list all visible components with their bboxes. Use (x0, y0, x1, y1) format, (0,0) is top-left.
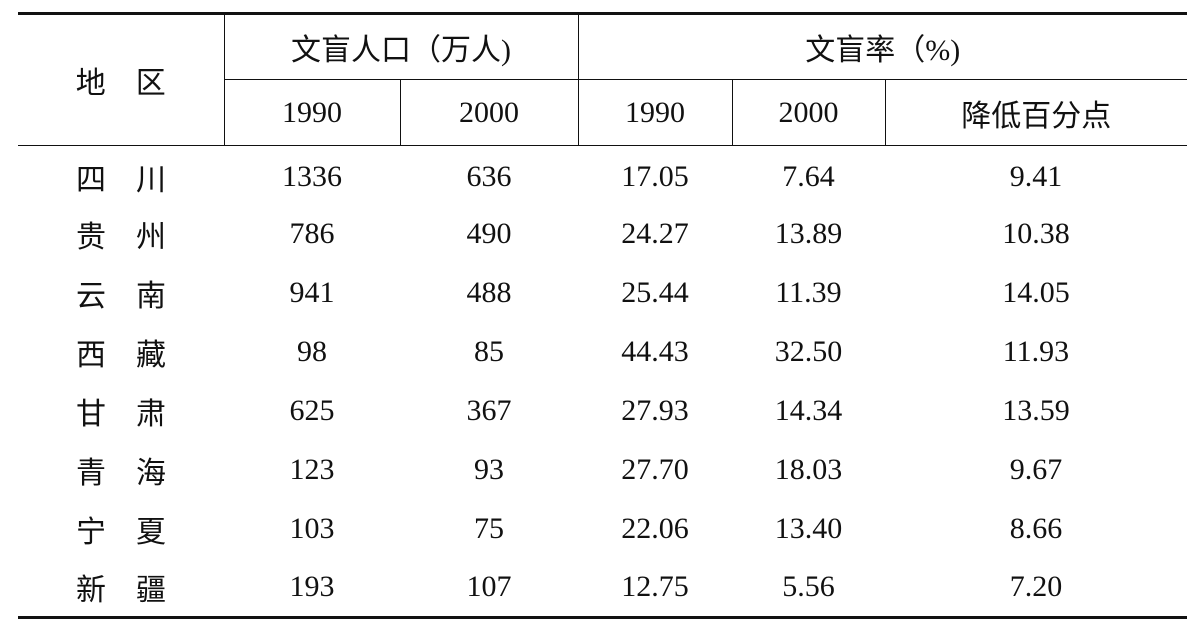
group-header: 文盲率（%) (577, 12, 1187, 80)
value-cell: 13.40 (774, 512, 843, 545)
data-row: 贵 州 786 490 24.27 13.89 10.38 (18, 205, 1187, 264)
region-cell: 四 川 (76, 164, 166, 198)
subheader-row: 1990 2000 1990 2000 降低百分点 (18, 79, 1187, 146)
value-cell: 103 (289, 512, 335, 545)
value-cell: 22.06 (621, 512, 689, 545)
region-cell: 云 南 (76, 280, 166, 313)
data-table: 地 区 文盲人口（万人) 文盲率（%) 1990 2000 1990 2000 降低百分… (18, 12, 1187, 619)
value-cell: 75 (474, 512, 504, 545)
value-cell: 13.59 (1002, 394, 1070, 427)
value-cell: 7.64 (782, 160, 835, 194)
data-row: 青 海 123 93 27.70 18.03 9.67 (18, 441, 1187, 500)
data-row: 宁 夏 103 75 22.06 13.40 8.66 (18, 500, 1187, 559)
value-cell: 85 (474, 335, 504, 368)
value-cell: 941 (289, 276, 335, 309)
value-cell: 786 (289, 217, 335, 250)
subheader-cell: 1990 (577, 79, 732, 146)
value-cell: 27.93 (621, 394, 689, 427)
value-cell: 14.34 (774, 394, 843, 427)
value-cell: 98 (297, 335, 327, 368)
value-cell: 11.93 (1002, 335, 1070, 368)
value-cell: 7.20 (885, 558, 1187, 619)
value-cell: 93 (474, 453, 504, 486)
region-cell: 青 海 (76, 457, 166, 490)
value-cell: 24.27 (621, 217, 689, 250)
group-header: 文盲人口（万人) (223, 12, 578, 80)
value-cell: 625 (289, 394, 335, 427)
value-cell: 636 (466, 160, 512, 194)
table-body: 地 区 文盲人口（万人) 文盲率（%) 1990 2000 1990 2000 降低百分… (18, 12, 1187, 619)
subheader-cell: 2000 (731, 79, 885, 146)
region-cell: 甘 肃 (76, 398, 166, 431)
value-cell: 123 (289, 453, 335, 486)
data-row: 四 川 1336 636 17.05 7.64 9.41 (18, 146, 1187, 205)
value-cell: 13.89 (774, 217, 843, 250)
region-cell: 宁 夏 (76, 516, 166, 549)
region-cell: 新 疆 (18, 558, 224, 619)
subheader-cell: 降低百分点 (884, 79, 1187, 146)
data-row: 新 疆 193 107 12.75 5.56 7.20 (18, 558, 1187, 619)
value-cell: 44.43 (621, 335, 689, 368)
value-cell: 9.41 (1009, 160, 1063, 194)
value-cell: 14.05 (1002, 276, 1070, 309)
value-cell: 10.38 (1002, 217, 1070, 250)
value-cell: 107 (400, 558, 578, 619)
region-cell: 西 藏 (76, 339, 166, 372)
data-row: 云 南 941 488 25.44 11.39 14.05 (18, 264, 1187, 323)
value-cell: 490 (466, 217, 512, 250)
subheader-cell: 2000 (399, 79, 578, 146)
value-cell: 25.44 (621, 276, 689, 309)
data-row: 西 藏 98 85 44.43 32.50 11.93 (18, 323, 1187, 382)
value-cell: 488 (466, 276, 512, 309)
value-cell: 12.75 (578, 558, 732, 619)
value-cell: 8.66 (1009, 512, 1063, 545)
header-row: 地 区 文盲人口（万人) 文盲率（%) (18, 12, 1187, 146)
region-cell: 贵 州 (76, 221, 166, 254)
data-row: 甘 肃 625 367 27.93 14.34 13.59 (18, 382, 1187, 441)
value-cell: 27.70 (621, 453, 689, 486)
value-cell: 17.05 (621, 160, 689, 194)
value-cell: 18.03 (774, 453, 843, 486)
value-cell: 32.50 (774, 335, 843, 368)
subheader-cell: 1990 (223, 79, 400, 146)
region-header: 地 区 (18, 12, 224, 146)
value-cell: 367 (466, 394, 512, 427)
value-cell: 1336 (282, 160, 342, 194)
value-cell: 9.67 (1009, 453, 1063, 486)
value-cell: 193 (224, 558, 400, 619)
value-cell: 5.56 (732, 558, 885, 619)
value-cell: 11.39 (775, 276, 842, 309)
